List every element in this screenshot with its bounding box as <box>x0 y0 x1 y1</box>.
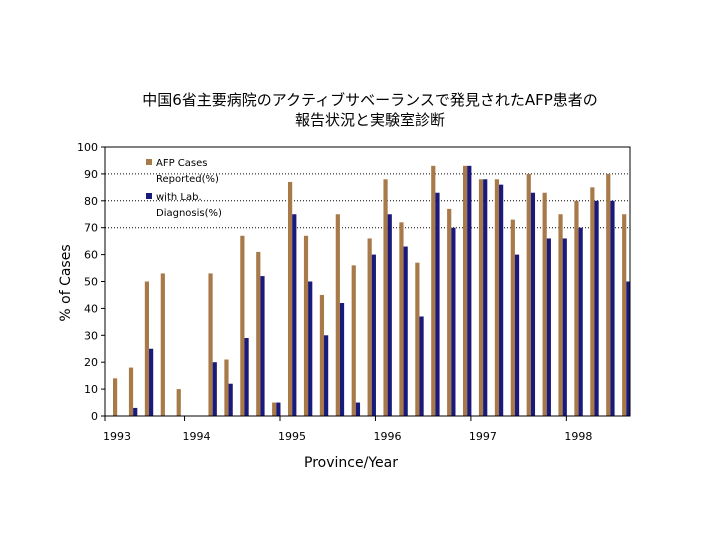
bar-lab-31 <box>610 200 615 416</box>
bar-reported-27 <box>542 192 547 416</box>
y-tick-label-100: 100 <box>77 141 98 154</box>
bar-reported-29 <box>574 200 579 416</box>
bar-reported-3 <box>160 273 165 416</box>
chart-title-line-1: 中国6省主要病院のアクティブサベーランスで発見されたAFP患者の <box>142 91 598 109</box>
bar-reported-13 <box>319 294 325 416</box>
bar-reported-12 <box>303 235 309 416</box>
plot-frame <box>104 146 631 417</box>
bar-lab-9 <box>260 276 265 416</box>
bar-lab-26 <box>530 192 536 416</box>
bar-lab-28 <box>562 238 567 416</box>
bar-lab-7 <box>228 383 233 416</box>
bar-reported-32 <box>622 214 627 416</box>
y-tick-label-20: 20 <box>84 356 98 369</box>
y-tick-label-60: 60 <box>84 249 98 262</box>
legend-label-lab-line1: with Lab. <box>156 192 202 203</box>
bar-lab-20 <box>435 192 440 416</box>
y-axis-ticks: 0 10 20 30 40 50 60 70 80 90 100 <box>77 141 105 423</box>
bar-lab-29 <box>578 227 583 416</box>
gridlines <box>105 173 630 229</box>
bar-reported-16 <box>367 238 372 416</box>
x-axis-ticks: 1993 1994 1995 1996 1997 1998 <box>103 416 592 443</box>
bar-reported-28 <box>558 214 563 416</box>
x-tick-label-1996: 1996 <box>373 430 401 443</box>
bar-lab-30 <box>594 200 599 416</box>
bar-lab-6 <box>212 362 217 416</box>
bar-lab-24 <box>499 184 504 416</box>
bar-reported-24 <box>494 179 500 416</box>
bar-lab-8 <box>244 337 249 416</box>
bar-reported-21 <box>447 208 452 416</box>
y-tick-label-90: 90 <box>84 168 98 181</box>
bar-reported-14 <box>335 214 340 416</box>
bar-lab-16 <box>371 254 376 416</box>
bar-lab-14 <box>339 303 345 416</box>
bar-lab-23 <box>483 179 488 416</box>
bar-lab-17 <box>387 214 392 416</box>
bar-lab-22 <box>467 165 472 416</box>
x-tick-label-1997: 1997 <box>469 430 497 443</box>
bar-reported-6 <box>208 273 213 416</box>
y-axis-label: % of Cases <box>58 244 74 321</box>
y-tick-label-10: 10 <box>84 383 98 396</box>
bar-reported-11 <box>288 181 293 416</box>
bar-reported-17 <box>383 179 388 416</box>
y-tick-label-80: 80 <box>84 195 98 208</box>
y-tick-label-40: 40 <box>84 302 98 315</box>
y-tick-label-30: 30 <box>84 329 98 342</box>
y-tick-label-0: 0 <box>91 410 98 423</box>
bar-reported-0 <box>113 378 118 416</box>
bar-reported-26 <box>526 173 531 416</box>
x-tick-label-1995: 1995 <box>278 430 306 443</box>
axes <box>104 146 631 417</box>
legend-label-reported-line2: Reported(%) <box>156 174 219 185</box>
bar-reported-9 <box>256 251 261 416</box>
y-tick-label-70: 70 <box>84 222 98 235</box>
legend-label-lab-line2: Diagnosis(%) <box>156 208 222 219</box>
x-axis-label: Province/Year <box>304 455 398 471</box>
bar-lab-11 <box>292 214 297 416</box>
legend-swatch-reported <box>146 159 152 165</box>
bar-reported-19 <box>415 262 420 416</box>
bar-reported-4 <box>176 389 181 416</box>
legend-swatch-lab <box>146 193 152 199</box>
bar-reported-7 <box>224 359 229 416</box>
bar-lab-15 <box>355 402 361 416</box>
legend: AFP Cases Reported(%) with Lab. Diagnosi… <box>146 158 222 219</box>
x-tick-label-1993: 1993 <box>103 430 131 443</box>
bar-reported-30 <box>590 187 595 416</box>
bar-reported-8 <box>240 235 245 416</box>
bar-reported-2 <box>144 281 150 416</box>
bar-lab-1 <box>133 407 138 416</box>
bar-reported-25 <box>510 219 515 416</box>
bar-lab-27 <box>546 238 551 416</box>
bar-reported-18 <box>399 222 404 416</box>
bar-reported-1 <box>128 367 134 416</box>
bars <box>113 165 631 416</box>
bar-reported-20 <box>431 165 436 416</box>
bar-lab-19 <box>419 316 424 416</box>
bar-lab-13 <box>324 335 329 416</box>
bar-lab-2 <box>149 348 154 416</box>
bar-lab-21 <box>451 227 456 416</box>
legend-label-reported-line1: AFP Cases <box>156 158 207 169</box>
bar-reported-10 <box>272 402 277 416</box>
chart-title-line-2: 報告状況と実験室診断 <box>294 111 445 129</box>
bar-reported-15 <box>351 265 356 416</box>
bar-lab-10 <box>276 402 281 416</box>
bar-reported-22 <box>463 165 468 416</box>
y-tick-label-50: 50 <box>84 276 98 289</box>
bar-lab-18 <box>403 246 408 416</box>
x-tick-label-1994: 1994 <box>183 430 211 443</box>
x-tick-label-1998: 1998 <box>564 430 592 443</box>
bar-lab-25 <box>514 254 520 416</box>
bar-lab-12 <box>308 281 313 416</box>
bar-reported-31 <box>606 173 611 416</box>
bar-lab-32 <box>626 281 631 416</box>
bar-reported-23 <box>478 179 484 416</box>
